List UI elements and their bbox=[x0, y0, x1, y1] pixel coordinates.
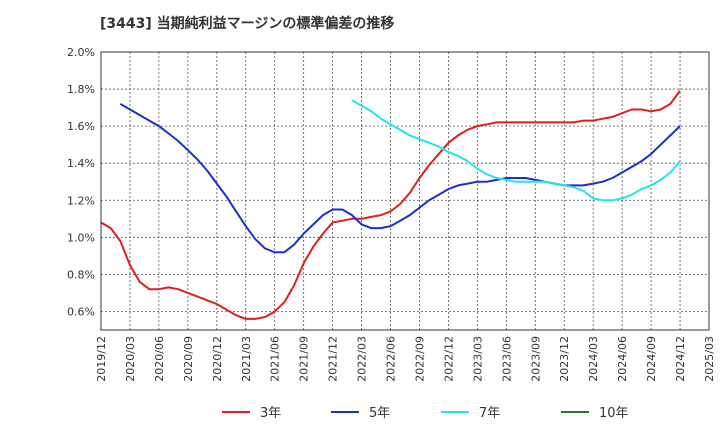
x-tick-label: 2021/09 bbox=[298, 336, 311, 382]
x-tick-label: 2023/09 bbox=[529, 336, 542, 382]
x-tick-label: 2021/06 bbox=[269, 336, 282, 382]
x-tick-label: 2024/03 bbox=[587, 336, 600, 382]
legend: 3年 5年 7年 10年 bbox=[222, 406, 629, 421]
y-tick-label: 0.6% bbox=[67, 305, 95, 318]
x-tick-label: 2025/03 bbox=[703, 336, 716, 382]
x-tick-label: 2024/06 bbox=[616, 336, 629, 382]
x-tick-label: 2022/09 bbox=[413, 336, 426, 382]
y-tick-label: 1.4% bbox=[67, 157, 95, 170]
y-tick-label: 1.6% bbox=[67, 120, 95, 133]
y-tick-label: 2.0% bbox=[67, 46, 95, 59]
series-line-1 bbox=[119, 103, 681, 254]
y-tick-label: 0.8% bbox=[67, 268, 95, 281]
series-line-2 bbox=[351, 99, 681, 202]
y-tick-label: 1.2% bbox=[67, 194, 95, 207]
chart-title: [3443] 当期純利益マージンの標準偏差の推移 bbox=[100, 15, 394, 32]
x-tick-label: 2023/06 bbox=[500, 336, 513, 382]
x-tick-label: 2022/03 bbox=[356, 336, 369, 382]
legend-label-1: 5年 bbox=[369, 406, 390, 421]
y-tick-label: 1.0% bbox=[67, 231, 95, 244]
x-tick-label: 2023/03 bbox=[471, 336, 484, 382]
series-lines bbox=[100, 90, 681, 320]
x-tick-label: 2022/06 bbox=[385, 336, 398, 382]
x-tick-label: 2020/09 bbox=[182, 336, 195, 382]
series-line-0 bbox=[100, 90, 681, 320]
grid-lines bbox=[100, 51, 710, 330]
x-tick-label: 2023/12 bbox=[558, 336, 571, 382]
x-tick-label: 2022/12 bbox=[442, 336, 455, 382]
x-tick-label: 2019/12 bbox=[95, 336, 108, 382]
x-tick-label: 2024/12 bbox=[674, 336, 687, 382]
x-axis-ticks: 2019/12 2020/03 2020/06 2020/09 2020/12 2021/… bbox=[95, 336, 716, 382]
x-tick-label: 2020/03 bbox=[124, 336, 137, 382]
x-tick-label: 2020/12 bbox=[211, 336, 224, 382]
y-tick-label: 1.8% bbox=[67, 83, 95, 96]
x-tick-label: 2021/12 bbox=[327, 336, 340, 382]
x-tick-label: 2024/09 bbox=[645, 336, 658, 382]
legend-label-0: 3年 bbox=[260, 406, 281, 421]
legend-label-3: 10年 bbox=[599, 406, 629, 421]
y-axis-ticks: 0.6% 0.8% 1.0% 1.2% 1.4% 1.6% 1.8% 2.0% bbox=[67, 46, 95, 318]
x-tick-label: 2021/03 bbox=[240, 336, 253, 382]
x-tick-label: 2020/06 bbox=[153, 336, 166, 382]
plot-frame bbox=[100, 51, 710, 331]
legend-label-2: 7年 bbox=[479, 406, 500, 421]
